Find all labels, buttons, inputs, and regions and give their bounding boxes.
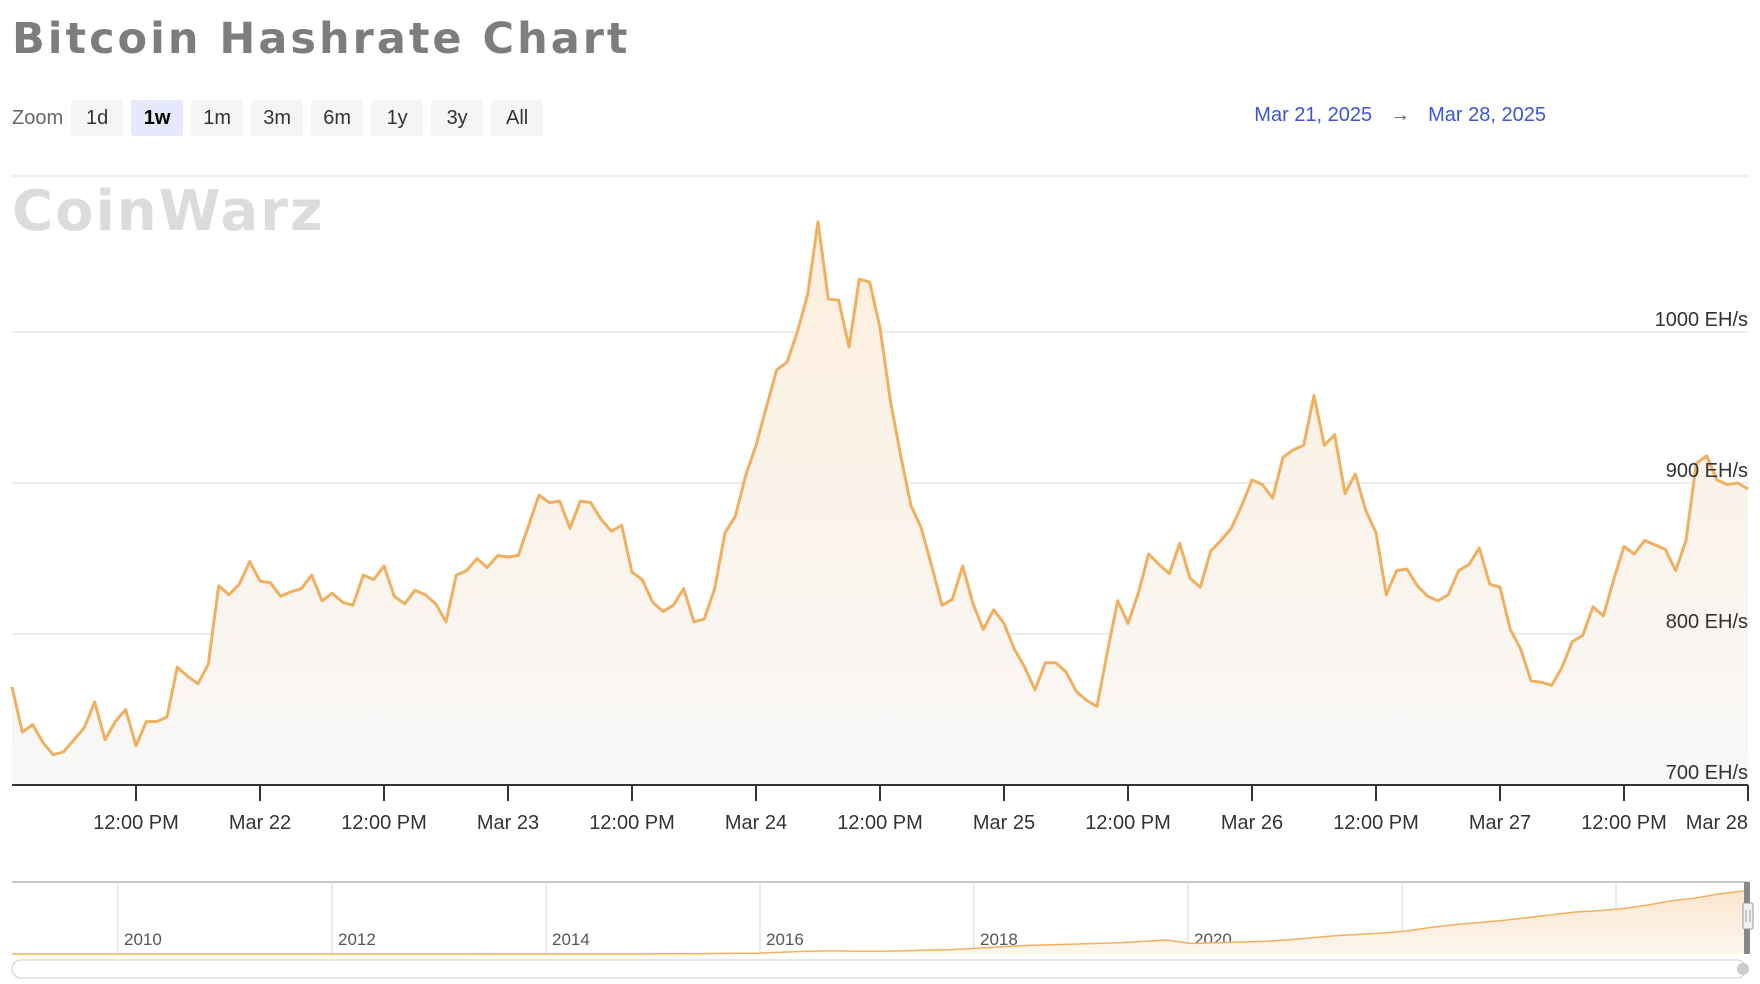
x-tick-label: Mar 25: [973, 812, 1035, 834]
zoom-6m-button[interactable]: 6m: [311, 100, 364, 136]
zoom-3y-button[interactable]: 3y: [431, 100, 484, 136]
y-tick-label: 900 EH/s: [1666, 460, 1748, 482]
x-tick-label: 12:00 PM: [589, 812, 675, 834]
y-tick-label: 800 EH/s: [1666, 611, 1748, 633]
zoom-1w-button[interactable]: 1w: [131, 100, 184, 136]
range-arrow-icon: →: [1390, 104, 1411, 126]
zoom-1y-button[interactable]: 1y: [371, 100, 424, 136]
y-tick-label: 700 EH/s: [1666, 762, 1748, 784]
date-range: Mar 21, 2025 → Mar 28, 2025: [1254, 104, 1546, 127]
x-tick-label: 12:00 PM: [93, 812, 179, 834]
x-tick-label: 12:00 PM: [1333, 812, 1419, 834]
navigator-year-label: 2018: [980, 930, 1018, 949]
hashrate-line[interactable]: [10, 220, 1749, 757]
zoom-1m-button[interactable]: 1m: [191, 100, 244, 136]
zoom-1d-button[interactable]: 1d: [71, 100, 124, 136]
x-tick-label: Mar 22: [229, 812, 291, 834]
x-tick-label: Mar 24: [725, 812, 787, 834]
navigator-grip[interactable]: [1742, 902, 1754, 930]
x-tick-label: Mar 26: [1221, 812, 1283, 834]
x-tick-label: Mar 23: [477, 812, 539, 834]
zoom-bar: Zoom 1d 1w 1m 3m 6m 1y 3y All: [12, 100, 551, 136]
navigator-scrollbar[interactable]: [11, 959, 1747, 979]
navigator[interactable]: 20102012201420162018202020222024: [11, 881, 1754, 979]
navigator-year-label: 2010: [124, 930, 162, 949]
x-tick-label: Mar 28: [1686, 812, 1748, 834]
y-tick-label: 1000 EH/s: [1655, 309, 1748, 331]
navigator-year-label: 2012: [338, 930, 376, 949]
navigator-year-label: 2014: [552, 930, 590, 949]
range-start-date[interactable]: Mar 21, 2025: [1254, 104, 1373, 126]
navigator-scrollbar-thumb[interactable]: [1737, 963, 1749, 975]
navigator-series: [12, 890, 1745, 955]
zoom-all-button[interactable]: All: [491, 100, 544, 136]
navigator-year-label: 2016: [766, 930, 804, 949]
x-tick-label: 12:00 PM: [1085, 812, 1171, 834]
x-tick-label: 12:00 PM: [837, 812, 923, 834]
x-tick-label: Mar 27: [1469, 812, 1531, 834]
y-axis-labels: 700 EH/s 800 EH/s 900 EH/s 1000 EH/s: [1655, 309, 1748, 784]
zoom-3m-button[interactable]: 3m: [251, 100, 304, 136]
area-layer: [10, 220, 1749, 786]
x-axis: 12:00 PM Mar 22 12:00 PM Mar 23 12:00 PM Mar …: [12, 784, 1749, 834]
x-tick-label: 12:00 PM: [1581, 812, 1667, 834]
page-title: Bitcoin Hashrate Chart: [12, 14, 631, 64]
zoom-label: Zoom: [12, 106, 64, 129]
hashrate-area: [12, 221, 1748, 786]
range-end-date[interactable]: Mar 28, 2025: [1428, 104, 1546, 126]
x-tick-label: 12:00 PM: [341, 812, 427, 834]
watermark: CoinWarz: [12, 179, 324, 244]
navigator-line: [12, 890, 1745, 955]
